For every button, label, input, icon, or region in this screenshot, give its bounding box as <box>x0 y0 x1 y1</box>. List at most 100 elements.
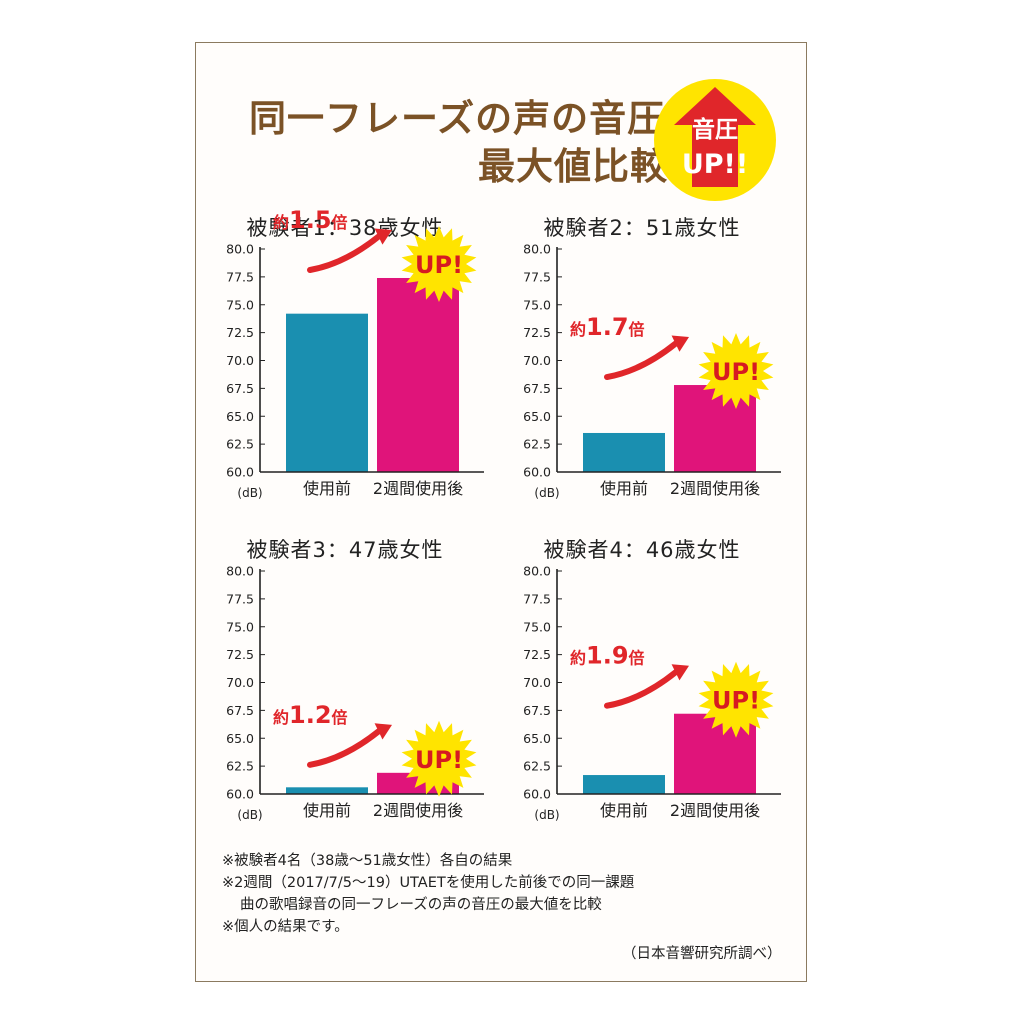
up-arrow-icon <box>674 87 756 187</box>
ratio-arrow-shaft <box>604 340 679 381</box>
y-tick-label: 67.5 <box>226 703 254 718</box>
y-tick-label: 67.5 <box>523 703 551 718</box>
starburst-icon <box>401 720 477 797</box>
footnote-2-continued: 曲の歌唱録音の同一フレーズの声の音圧の最大値を比較 <box>240 897 602 913</box>
y-tick-label: 67.5 <box>523 381 551 396</box>
footnote-2: ※2週間（2017/7/5～19）UTAETを使用した前後での同一課題 <box>222 875 635 891</box>
footnote-1: ※被験者4名（38歳～51歳女性）各自の結果 <box>222 853 513 869</box>
chart-subject-4: 被験者4：46歳女性 80.0 77.5 75.0 72.5 70.0 67.5 65.0 6… <box>497 534 787 834</box>
ratio-arrow-icon <box>374 228 392 245</box>
y-tick-label: 80.0 <box>523 564 551 579</box>
y-tick-label: 70.0 <box>226 353 254 368</box>
ratio-arrow-icon <box>374 723 392 740</box>
y-tick-label: 77.5 <box>226 269 254 284</box>
category-label: 2週間使用後 <box>373 479 463 498</box>
y-tick-label: 75.0 <box>226 297 254 312</box>
ratio-arrow-icon <box>671 664 689 681</box>
category-label: 使用前 <box>303 801 351 820</box>
starburst-icon <box>401 226 477 302</box>
ratio-label-part: 倍 <box>332 213 348 232</box>
y-tick-label: 60.0 <box>226 465 254 480</box>
ratio-label-part: 1.9 <box>586 642 629 670</box>
up-label: UP! <box>415 251 463 279</box>
badge-line2: UP!! <box>682 149 748 180</box>
category-label: 2週間使用後 <box>670 801 760 820</box>
y-tick-label: 72.5 <box>523 647 551 662</box>
category-label: 2週間使用後 <box>373 801 463 820</box>
y-tick-label: 75.0 <box>226 619 254 634</box>
chart-subject-3: 被験者3：47歳女性 80.0 77.5 75.0 72.5 70.0 67.5 65.0 6… <box>200 534 490 834</box>
up-label: UP! <box>712 358 760 386</box>
category-label: 2週間使用後 <box>670 479 760 498</box>
y-tick-label: 67.5 <box>226 381 254 396</box>
bar-before <box>286 787 368 794</box>
chart-title: 被験者3：47歳女性 <box>246 538 444 562</box>
ratio-arrow-shaft <box>307 728 382 768</box>
y-tick-label: 60.0 <box>523 465 551 480</box>
category-label: 使用前 <box>600 479 648 498</box>
bar-before <box>583 775 665 794</box>
y-tick-label: 70.0 <box>226 675 254 690</box>
ratio-label-part: 倍 <box>629 320 645 339</box>
y-tick-label: 75.0 <box>523 619 551 634</box>
chart-subject-2: 被験者2：51歳女性 80.0 77.5 75.0 72.5 70.0 67.5 65.0 6… <box>497 212 787 512</box>
ratio-label: 約1.9倍 <box>570 642 645 670</box>
source-note: （日本音響研究所調べ） <box>622 946 782 962</box>
ratio-label-part: 約 <box>273 708 289 727</box>
starburst-icon <box>698 661 774 738</box>
bar-chart-svg: 80.0 77.5 75.0 72.5 70.0 67.5 65.0 62.5 60.0 使用前 2… <box>226 564 484 822</box>
y-tick-label: 80.0 <box>226 242 254 257</box>
ratio-arrow-icon <box>671 335 689 352</box>
footnotes: ※被験者4名（38歳～51歳女性）各自の結果 ※2週間（2017/7/5～19）… <box>222 850 634 938</box>
chart-title: 被験者1：38歳女性 <box>246 216 444 240</box>
ratio-label-part: 約 <box>570 320 586 339</box>
y-tick-label: 72.5 <box>226 647 254 662</box>
y-tick-label: 62.5 <box>226 437 254 452</box>
y-unit-label: (dB) <box>237 486 262 500</box>
chart-subject-1: 被験者1：38歳女性 80.0 77.5 75.0 72.5 70.0 67.5 65.0 6… <box>200 206 490 512</box>
bar-after <box>674 385 756 472</box>
bar-after <box>377 277 459 472</box>
ratio-label-part: 1.7 <box>586 313 629 341</box>
y-unit-label: (dB) <box>534 808 559 822</box>
page-title-line2: 最大値比較 <box>478 145 668 188</box>
chart-title: 被験者4：46歳女性 <box>543 538 741 562</box>
up-label: UP! <box>415 746 463 774</box>
bar-before <box>583 432 665 472</box>
y-tick-label: 60.0 <box>226 787 254 802</box>
y-tick-label: 62.5 <box>226 759 254 774</box>
y-tick-label: 65.0 <box>523 731 551 746</box>
bar-chart-svg: 80.0 77.5 75.0 72.5 70.0 67.5 65.0 62.5 60.0 使用前 2… <box>226 206 484 500</box>
y-tick-label: 65.0 <box>523 409 551 424</box>
ratio-label-part: 約 <box>570 649 586 668</box>
y-unit-label: (dB) <box>237 808 262 822</box>
y-tick-label: 62.5 <box>523 437 551 452</box>
y-tick-label: 77.5 <box>523 269 551 284</box>
ratio-label-part: 約 <box>273 213 289 232</box>
category-label: 使用前 <box>303 479 351 498</box>
y-tick-label: 62.5 <box>523 759 551 774</box>
y-tick-label: 80.0 <box>226 564 254 579</box>
chart-title: 被験者2：51歳女性 <box>543 216 741 240</box>
ratio-arrow-shaft <box>307 233 382 273</box>
y-tick-label: 65.0 <box>226 409 254 424</box>
ratio-label: 約1.5倍 <box>273 206 348 234</box>
badge-line1: 音圧 <box>692 116 738 143</box>
y-unit-label: (dB) <box>534 486 559 500</box>
y-tick-label: 60.0 <box>523 787 551 802</box>
y-tick-label: 75.0 <box>523 297 551 312</box>
starburst-icon <box>698 333 774 409</box>
ratio-label-part: 倍 <box>332 708 348 727</box>
footnote-3: ※個人の結果です。 <box>222 919 349 935</box>
category-label: 使用前 <box>600 801 648 820</box>
ratio-label: 約1.7倍 <box>570 313 645 341</box>
ratio-label-part: 1.5 <box>289 206 332 234</box>
y-tick-label: 72.5 <box>226 325 254 340</box>
page-title-line1: 同一フレーズの声の音圧の <box>249 97 704 140</box>
up-label: UP! <box>712 687 760 715</box>
sound-pressure-up-badge: 音圧 UP!! <box>654 79 776 201</box>
ratio-label: 約1.2倍 <box>273 701 348 729</box>
bar-before <box>286 313 368 472</box>
y-tick-label: 77.5 <box>226 591 254 606</box>
bar-chart-svg: 80.0 77.5 75.0 72.5 70.0 67.5 65.0 62.5 60.0 使用前 2… <box>523 564 781 822</box>
